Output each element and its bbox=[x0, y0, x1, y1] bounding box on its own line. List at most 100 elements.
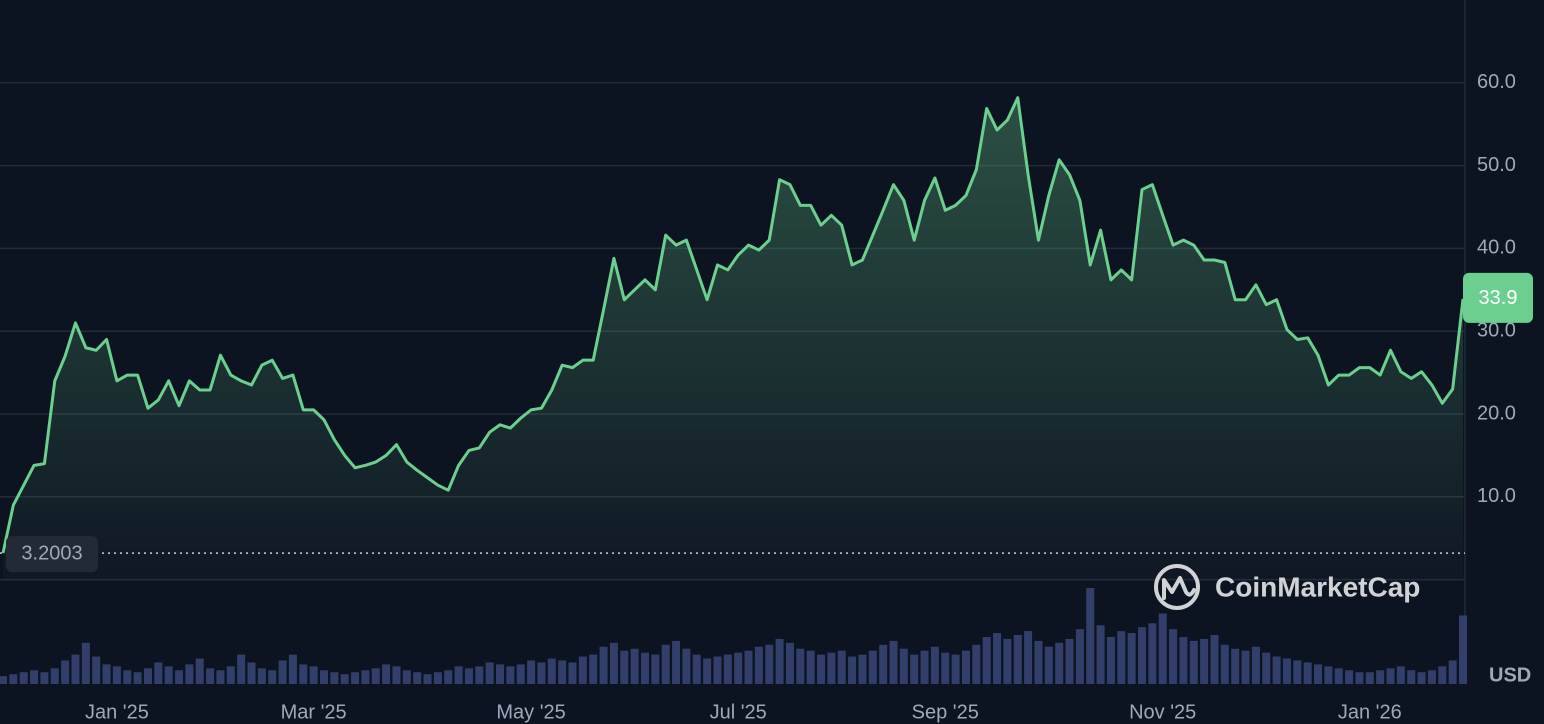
watermark-logo bbox=[1154, 564, 1200, 610]
axis: 10.0 20.0 30.0 40.0 50.0 60.0 Jan '25 Mar '25 Ma… bbox=[85, 71, 1533, 723]
volume-bar bbox=[81, 642, 90, 684]
volume-bar bbox=[941, 652, 950, 684]
volume-bar bbox=[299, 664, 308, 684]
volume-bar bbox=[1396, 666, 1405, 684]
volume-bar bbox=[527, 660, 536, 684]
currency-label: USD bbox=[1489, 664, 1531, 686]
x-tick-label: Jan '25 bbox=[85, 701, 149, 723]
volume-bars bbox=[0, 588, 1467, 684]
volume-bar bbox=[288, 654, 297, 684]
volume-bar bbox=[506, 666, 515, 684]
volume-bar bbox=[1376, 670, 1385, 684]
volume-bar bbox=[1210, 635, 1219, 684]
volume-bar bbox=[1241, 650, 1250, 684]
volume-bar bbox=[309, 666, 318, 684]
volume-bar bbox=[402, 670, 411, 684]
volume-bar bbox=[1314, 664, 1323, 684]
volume-bar bbox=[216, 670, 225, 684]
volume-bar bbox=[40, 672, 49, 684]
volume-bar bbox=[1138, 627, 1147, 684]
volume-bar bbox=[71, 654, 80, 684]
volume-bar bbox=[1438, 666, 1447, 684]
volume-bar bbox=[392, 666, 401, 684]
volume-bar bbox=[609, 642, 618, 684]
x-tick-label: May '25 bbox=[496, 701, 565, 723]
volume-bar bbox=[868, 650, 877, 684]
volume-bar bbox=[961, 650, 970, 684]
volume-bar bbox=[351, 672, 360, 684]
volume-bar bbox=[123, 670, 132, 684]
volume-bar bbox=[692, 654, 701, 684]
reference-label: 3.2003 bbox=[21, 542, 82, 564]
volume-bar bbox=[1345, 670, 1354, 684]
volume-bar bbox=[1179, 636, 1188, 684]
volume-bar bbox=[340, 674, 349, 684]
volume-bar bbox=[661, 644, 670, 684]
volume-bar bbox=[30, 670, 39, 684]
volume-bar bbox=[1075, 629, 1084, 684]
volume-bar bbox=[154, 662, 163, 684]
x-tick-label: Mar '25 bbox=[281, 701, 347, 723]
volume-bar bbox=[371, 668, 380, 684]
volume-bar bbox=[796, 648, 805, 684]
volume-bar bbox=[516, 664, 525, 684]
volume-bar bbox=[713, 656, 722, 684]
y-tick-label: 50.0 bbox=[1477, 154, 1516, 176]
volume-bar bbox=[454, 666, 463, 684]
volume-bar bbox=[1282, 658, 1291, 684]
volume-bar bbox=[765, 644, 774, 684]
volume-bar bbox=[1293, 660, 1302, 684]
volume-bar bbox=[226, 666, 235, 684]
volume-bar bbox=[1013, 635, 1022, 684]
watermark-logo-mark bbox=[1162, 576, 1196, 600]
volume-bar bbox=[133, 672, 142, 684]
volume-bar bbox=[785, 642, 794, 684]
x-tick-label: Jan '26 bbox=[1338, 701, 1402, 723]
volume-bar bbox=[1417, 672, 1426, 684]
volume-bar bbox=[1106, 636, 1115, 684]
volume-bar bbox=[1386, 668, 1395, 684]
volume-bar bbox=[1055, 642, 1064, 684]
volume-bar bbox=[723, 654, 732, 684]
volume-bar bbox=[1251, 646, 1260, 684]
watermark-text: CoinMarketCap bbox=[1215, 571, 1420, 602]
volume-bar bbox=[930, 646, 939, 684]
volume-bar bbox=[1407, 670, 1416, 684]
reference-label-bg bbox=[6, 536, 98, 573]
volume-bar bbox=[817, 654, 826, 684]
volume-bar bbox=[1169, 629, 1178, 684]
volume-bar bbox=[848, 656, 857, 684]
volume-bar bbox=[734, 652, 743, 684]
volume-bar bbox=[1117, 631, 1126, 684]
volume-bar bbox=[319, 670, 328, 684]
volume-bar bbox=[485, 662, 494, 684]
volume-bar bbox=[682, 648, 691, 684]
volume-bar bbox=[754, 646, 763, 684]
volume-bar bbox=[1127, 633, 1136, 684]
volume-bar bbox=[9, 674, 18, 684]
volume-bar bbox=[578, 656, 587, 684]
price-badge bbox=[1463, 272, 1533, 323]
price-line bbox=[1, 96, 1465, 554]
volume-bar bbox=[1034, 640, 1043, 684]
volume-bar bbox=[444, 670, 453, 684]
volume-bar bbox=[1231, 648, 1240, 684]
x-tick-label: Jul '25 bbox=[710, 701, 767, 723]
volume-bar bbox=[195, 658, 204, 684]
volume-bar bbox=[889, 640, 898, 684]
price-area bbox=[3, 97, 1463, 580]
volume-bar bbox=[361, 670, 370, 684]
volume-bar bbox=[1158, 613, 1167, 684]
volume-bar bbox=[330, 672, 339, 684]
volume-bar bbox=[257, 668, 266, 684]
x-tick-label: Sep '25 bbox=[912, 701, 979, 723]
volume-bar bbox=[50, 668, 59, 684]
volume-bar bbox=[1303, 662, 1312, 684]
volume-bar bbox=[1200, 638, 1209, 684]
volume-bar bbox=[268, 670, 277, 684]
volume-bar bbox=[806, 650, 815, 684]
volume-bar bbox=[858, 654, 867, 684]
volume-bar bbox=[143, 668, 152, 684]
volume-bar bbox=[92, 656, 101, 684]
